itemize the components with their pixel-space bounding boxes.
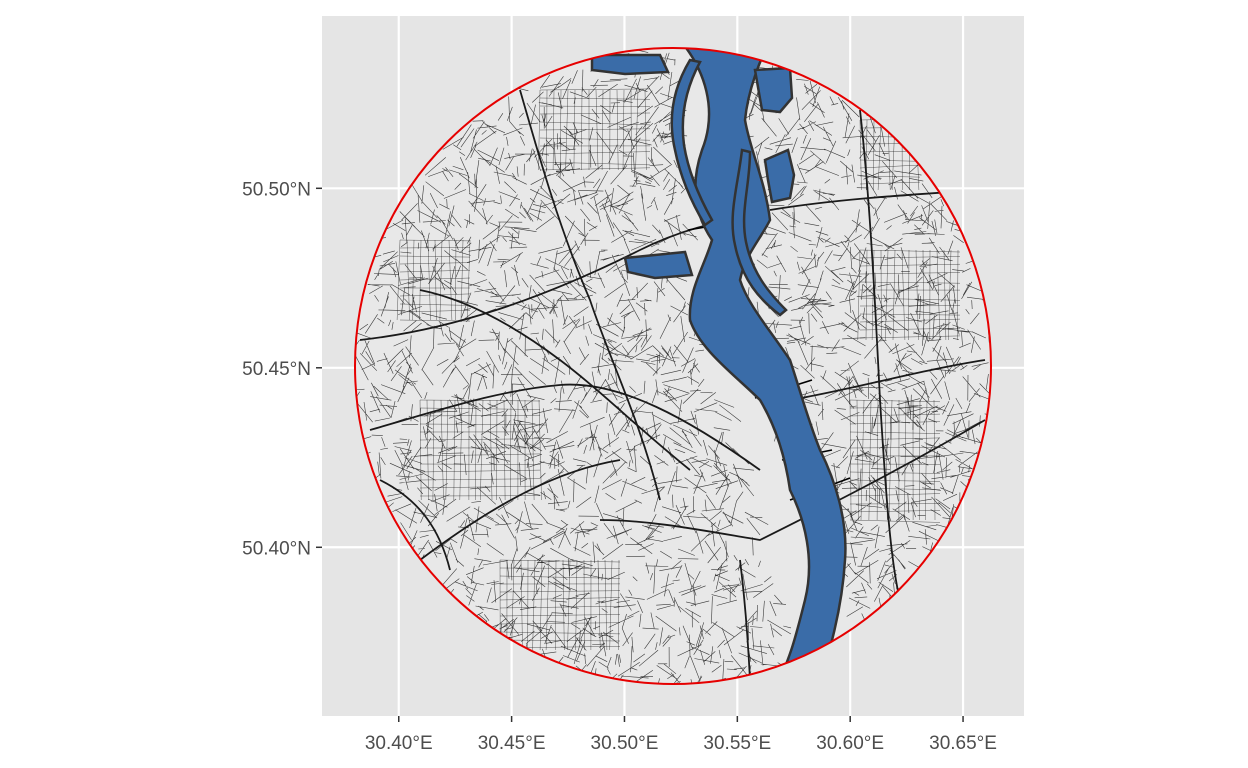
x-tick-label: 30.55°E	[703, 733, 771, 754]
river-left-arm	[670, 58, 714, 227]
major-road	[739, 559, 751, 681]
street-network	[355, 49, 991, 684]
river-dnipro	[590, 48, 847, 684]
major-road	[369, 383, 761, 471]
major-road	[859, 109, 901, 601]
major-road	[419, 289, 691, 471]
river-backwater-north	[753, 66, 794, 114]
city-map-area	[355, 48, 991, 684]
river-inner-channel	[731, 148, 788, 317]
x-tick-label: 30.65°E	[929, 733, 997, 754]
major-road	[789, 359, 986, 401]
x-tick-label: 30.40°E	[365, 733, 433, 754]
y-tick-label: 50.40°N	[242, 538, 311, 559]
y-tick-label: 50.45°N	[242, 359, 311, 380]
major-road	[599, 419, 986, 541]
river-top-bay	[590, 53, 670, 76]
major-road	[419, 459, 621, 561]
x-tick-label: 30.60°E	[816, 733, 884, 754]
river-main-channel	[677, 48, 847, 684]
y-tick-label: 50.50°N	[242, 179, 311, 200]
axes: 30.40°E 30.45°E 30.50°E 30.55°E 30.60°E 30.65…	[242, 179, 997, 754]
x-tick-label: 30.50°E	[591, 733, 659, 754]
x-tick-label: 30.45°E	[478, 733, 546, 754]
boundary-circle	[354, 47, 992, 685]
river-backwater-east	[763, 148, 796, 204]
major-road	[519, 89, 661, 501]
major-road	[379, 479, 451, 571]
harbor	[623, 250, 694, 280]
street-grid-blocks	[396, 88, 961, 651]
